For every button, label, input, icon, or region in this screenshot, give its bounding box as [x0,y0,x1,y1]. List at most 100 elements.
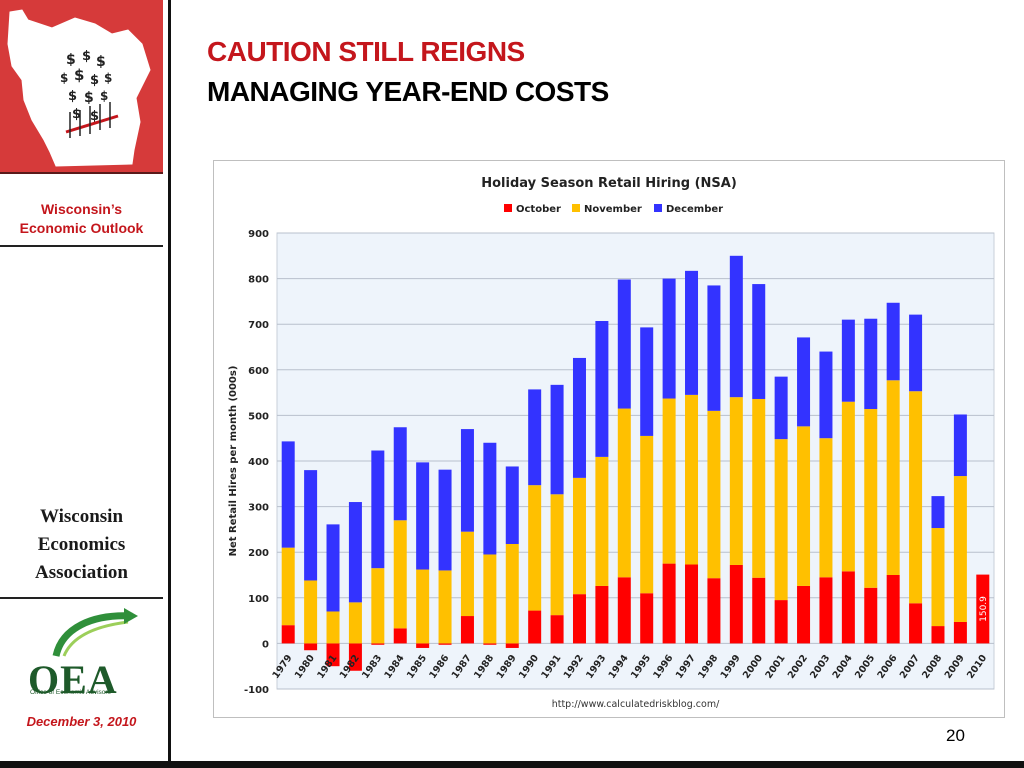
bar-segment [640,593,654,644]
bar-segment [326,611,340,644]
bar-segment [819,438,833,578]
bar-segment [371,568,385,644]
y-tick-label: 700 [248,320,269,331]
bar-segment [729,397,743,565]
sidebar-divider [0,245,163,247]
chart-frame: -100 0 100 200 300 400 500 600 700 800 900 Holiday … [213,160,1005,718]
svg-text:$: $ [74,66,84,84]
bar-segment [281,547,295,626]
bar-segment [864,409,878,588]
bar-segment [438,570,452,644]
svg-text:$: $ [84,90,94,106]
bar-segment [393,427,407,521]
svg-text:$: $ [60,71,68,85]
bar-segment [909,391,923,604]
bar-segment [797,426,811,586]
wisconsin-map-icon: $ $ $ $ $ $ $ $ $ $ $ $ [7,9,151,167]
oea-logo-text: OEA [28,657,118,702]
bar-segment [707,578,721,644]
bar-segment [707,285,721,411]
bar-segment [528,485,542,611]
bar-segment [416,462,430,570]
bar-segment [438,469,452,571]
bar-segment [550,384,564,495]
bar-segment [685,564,699,644]
vertical-rule [168,0,171,762]
bar-segment [909,603,923,644]
bar-segment [640,435,654,594]
bar-segment [886,302,900,381]
svg-text:$: $ [68,89,77,104]
legend-swatch [572,204,580,212]
bar-segment [595,321,609,457]
svg-text:$: $ [100,89,108,103]
bar-segment [819,577,833,644]
bar-segment [416,643,430,648]
outlook-label: Wisconsin’s Economic Outlook [0,200,163,238]
wisconsin-map-logo: $ $ $ $ $ $ $ $ $ $ $ $ [0,0,163,174]
svg-text:$: $ [90,109,99,124]
bar-segment [774,600,788,644]
bar-segment [662,398,676,564]
bar-segment [304,643,318,651]
bar-segment [393,628,407,644]
y-tick-label: 100 [248,594,269,605]
bar-segment [931,626,945,644]
bar-segment [550,615,564,644]
bar-segment [752,284,766,399]
svg-text:$: $ [72,107,81,122]
slide-subtitle: MANAGING YEAR-END COSTS [207,76,609,107]
bar-segment [304,580,318,644]
bar-segment [864,587,878,644]
bar-segment [326,524,340,612]
bar-segment [886,575,900,644]
bottom-bar [0,761,1024,768]
outlook-line-1: Wisconsin’s [40,201,123,217]
y-tick-label: 200 [248,548,269,559]
bar-segment [505,643,519,648]
y-tick-label: 800 [248,275,269,286]
bar-segment [662,278,676,399]
bar-segment [528,610,542,644]
sidebar-divider [0,597,163,599]
bar-segment [505,466,519,544]
bar-segment [886,380,900,575]
bar-segment [572,594,586,644]
sidebar: $ $ $ $ $ $ $ $ $ $ $ $ Wisconsin’s Economic Out… [0,0,163,768]
bar-segment [505,543,519,644]
legend-label: November [584,204,642,215]
bar-segment [976,574,990,644]
bar-segment [326,643,340,667]
legend-label: December [666,204,723,215]
bar-segment [371,450,385,569]
bar-segment [304,470,318,581]
chart-title: Holiday Season Retail Hiring (NSA) [481,176,737,191]
bar-segment [348,602,362,644]
association-label: Wisconsin Economics Association [0,503,163,587]
assoc-line-1: Wisconsin [39,506,124,527]
bar-segment [953,476,967,622]
bar-segment [953,621,967,644]
bar-segment [841,571,855,644]
bar-segment [572,477,586,595]
bar-segment [707,410,721,579]
bar-segment [797,585,811,644]
bar-segment [931,496,945,529]
y-tick-label: 500 [248,411,269,422]
bar-segment [729,255,743,398]
bar-segment [953,414,967,477]
bar-segment [685,270,699,395]
bar-segment [348,502,362,603]
bar-segment [931,528,945,627]
page-number: 20 [946,726,965,745]
bar-segment [483,554,497,644]
bar-segment [348,643,362,671]
data-label: 150.9 [979,596,989,622]
bar-segment [617,408,631,578]
bar-segment [438,643,452,645]
slide-title: CAUTION STILL REIGNS [207,36,525,67]
bar-segment [281,625,295,644]
bar-segment [841,319,855,402]
assoc-line-2: Economics [37,534,126,555]
bar-segment [550,494,564,616]
